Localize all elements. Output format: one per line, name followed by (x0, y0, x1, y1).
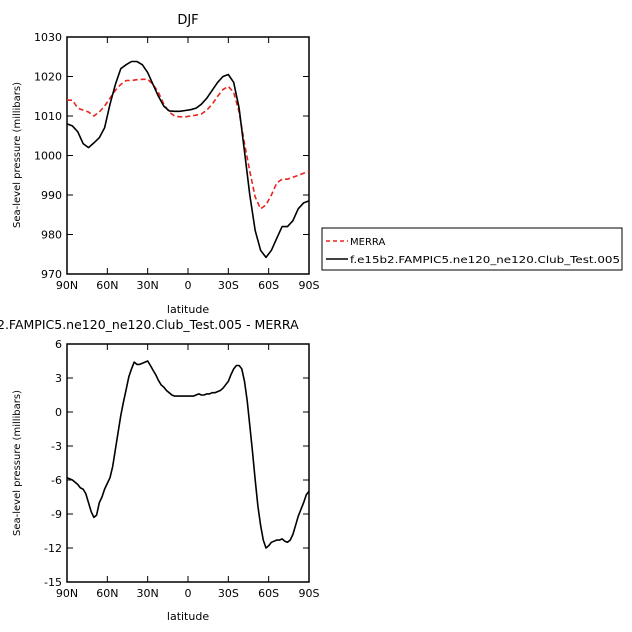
y-tick-label: 1010 (34, 110, 62, 123)
x-axis-ticks: 90N 60N 30N 0 30S 60S 90S (56, 37, 320, 292)
series-line (67, 78, 310, 210)
y-tick-label: 1030 (34, 31, 62, 44)
x-tick-label: 60N (96, 587, 118, 600)
x-tick-label: 30N (137, 279, 159, 292)
legend: MERRA f.e15b2.FAMPIC5.ne120_ne120.Club_T… (321, 227, 623, 271)
x-axis-label: latitude (167, 610, 209, 623)
x-tick-label: 60N (96, 279, 118, 292)
x-tick-label: 90S (299, 279, 320, 292)
plot-lines (66, 60, 310, 259)
chart-title: DJF (177, 13, 198, 28)
y-tick-label: -6 (51, 474, 62, 487)
y-tick-label: -15 (44, 576, 62, 589)
legend-box (321, 227, 623, 271)
y-tick-label: 6 (55, 338, 62, 351)
x-tick-label: 90N (56, 587, 78, 600)
x-tick-label: 90S (299, 587, 320, 600)
chart-difference: f.e15b2.FAMPIC5.ne120_ne120.Club_Test.00… (0, 317, 320, 623)
series-line (66, 360, 310, 549)
x-tick-label: 60S (258, 279, 279, 292)
x-tick-label: 60S (258, 587, 279, 600)
chart-djf: DJF 970 980 990 1000 1010 1020 1030 90N 60N 30N 0… (12, 13, 623, 316)
y-axis-label: Sea-level pressure (millibars) (12, 390, 23, 536)
plot-frame (66, 36, 310, 275)
x-tick-label: 90N (56, 279, 78, 292)
x-tick-label: 30N (137, 587, 159, 600)
x-tick-label: 30S (218, 279, 239, 292)
legend-model-label: f.e15b2.FAMPIC5.ne120_ne120.Club_Test.00… (350, 255, 620, 266)
series-line (66, 60, 310, 259)
x-tick-label: 0 (185, 279, 192, 292)
plot-frame (66, 343, 310, 583)
y-tick-label: 980 (41, 229, 62, 242)
y-tick-label: 990 (41, 189, 62, 202)
x-tick-label: 30S (218, 587, 239, 600)
y-tick-label: 3 (55, 372, 62, 385)
y-tick-label: -3 (51, 440, 62, 453)
x-axis-ticks: 90N 60N 30N 0 30S 60S 90S (56, 344, 320, 600)
plot-lines (66, 360, 310, 549)
y-tick-label: -12 (44, 542, 62, 555)
y-tick-label: 1020 (34, 71, 62, 84)
chart-title: f.e15b2.FAMPIC5.ne120_ne120.Club_Test.00… (0, 317, 299, 332)
x-axis-label: latitude (167, 303, 209, 316)
legend-merra-label: MERRA (350, 237, 385, 248)
y-axis-ticks: 970 980 990 1000 1010 1020 1030 (34, 31, 309, 281)
x-tick-label: 0 (185, 587, 192, 600)
y-axis-label: Sea-level pressure (millibars) (12, 82, 23, 228)
y-tick-label: 0 (55, 406, 62, 419)
y-tick-label: 1000 (34, 150, 62, 163)
y-tick-label: 970 (41, 268, 62, 281)
y-axis-ticks: -15 -12 -9 -6 -3 0 3 6 (44, 338, 309, 589)
y-tick-label: -9 (51, 508, 62, 521)
